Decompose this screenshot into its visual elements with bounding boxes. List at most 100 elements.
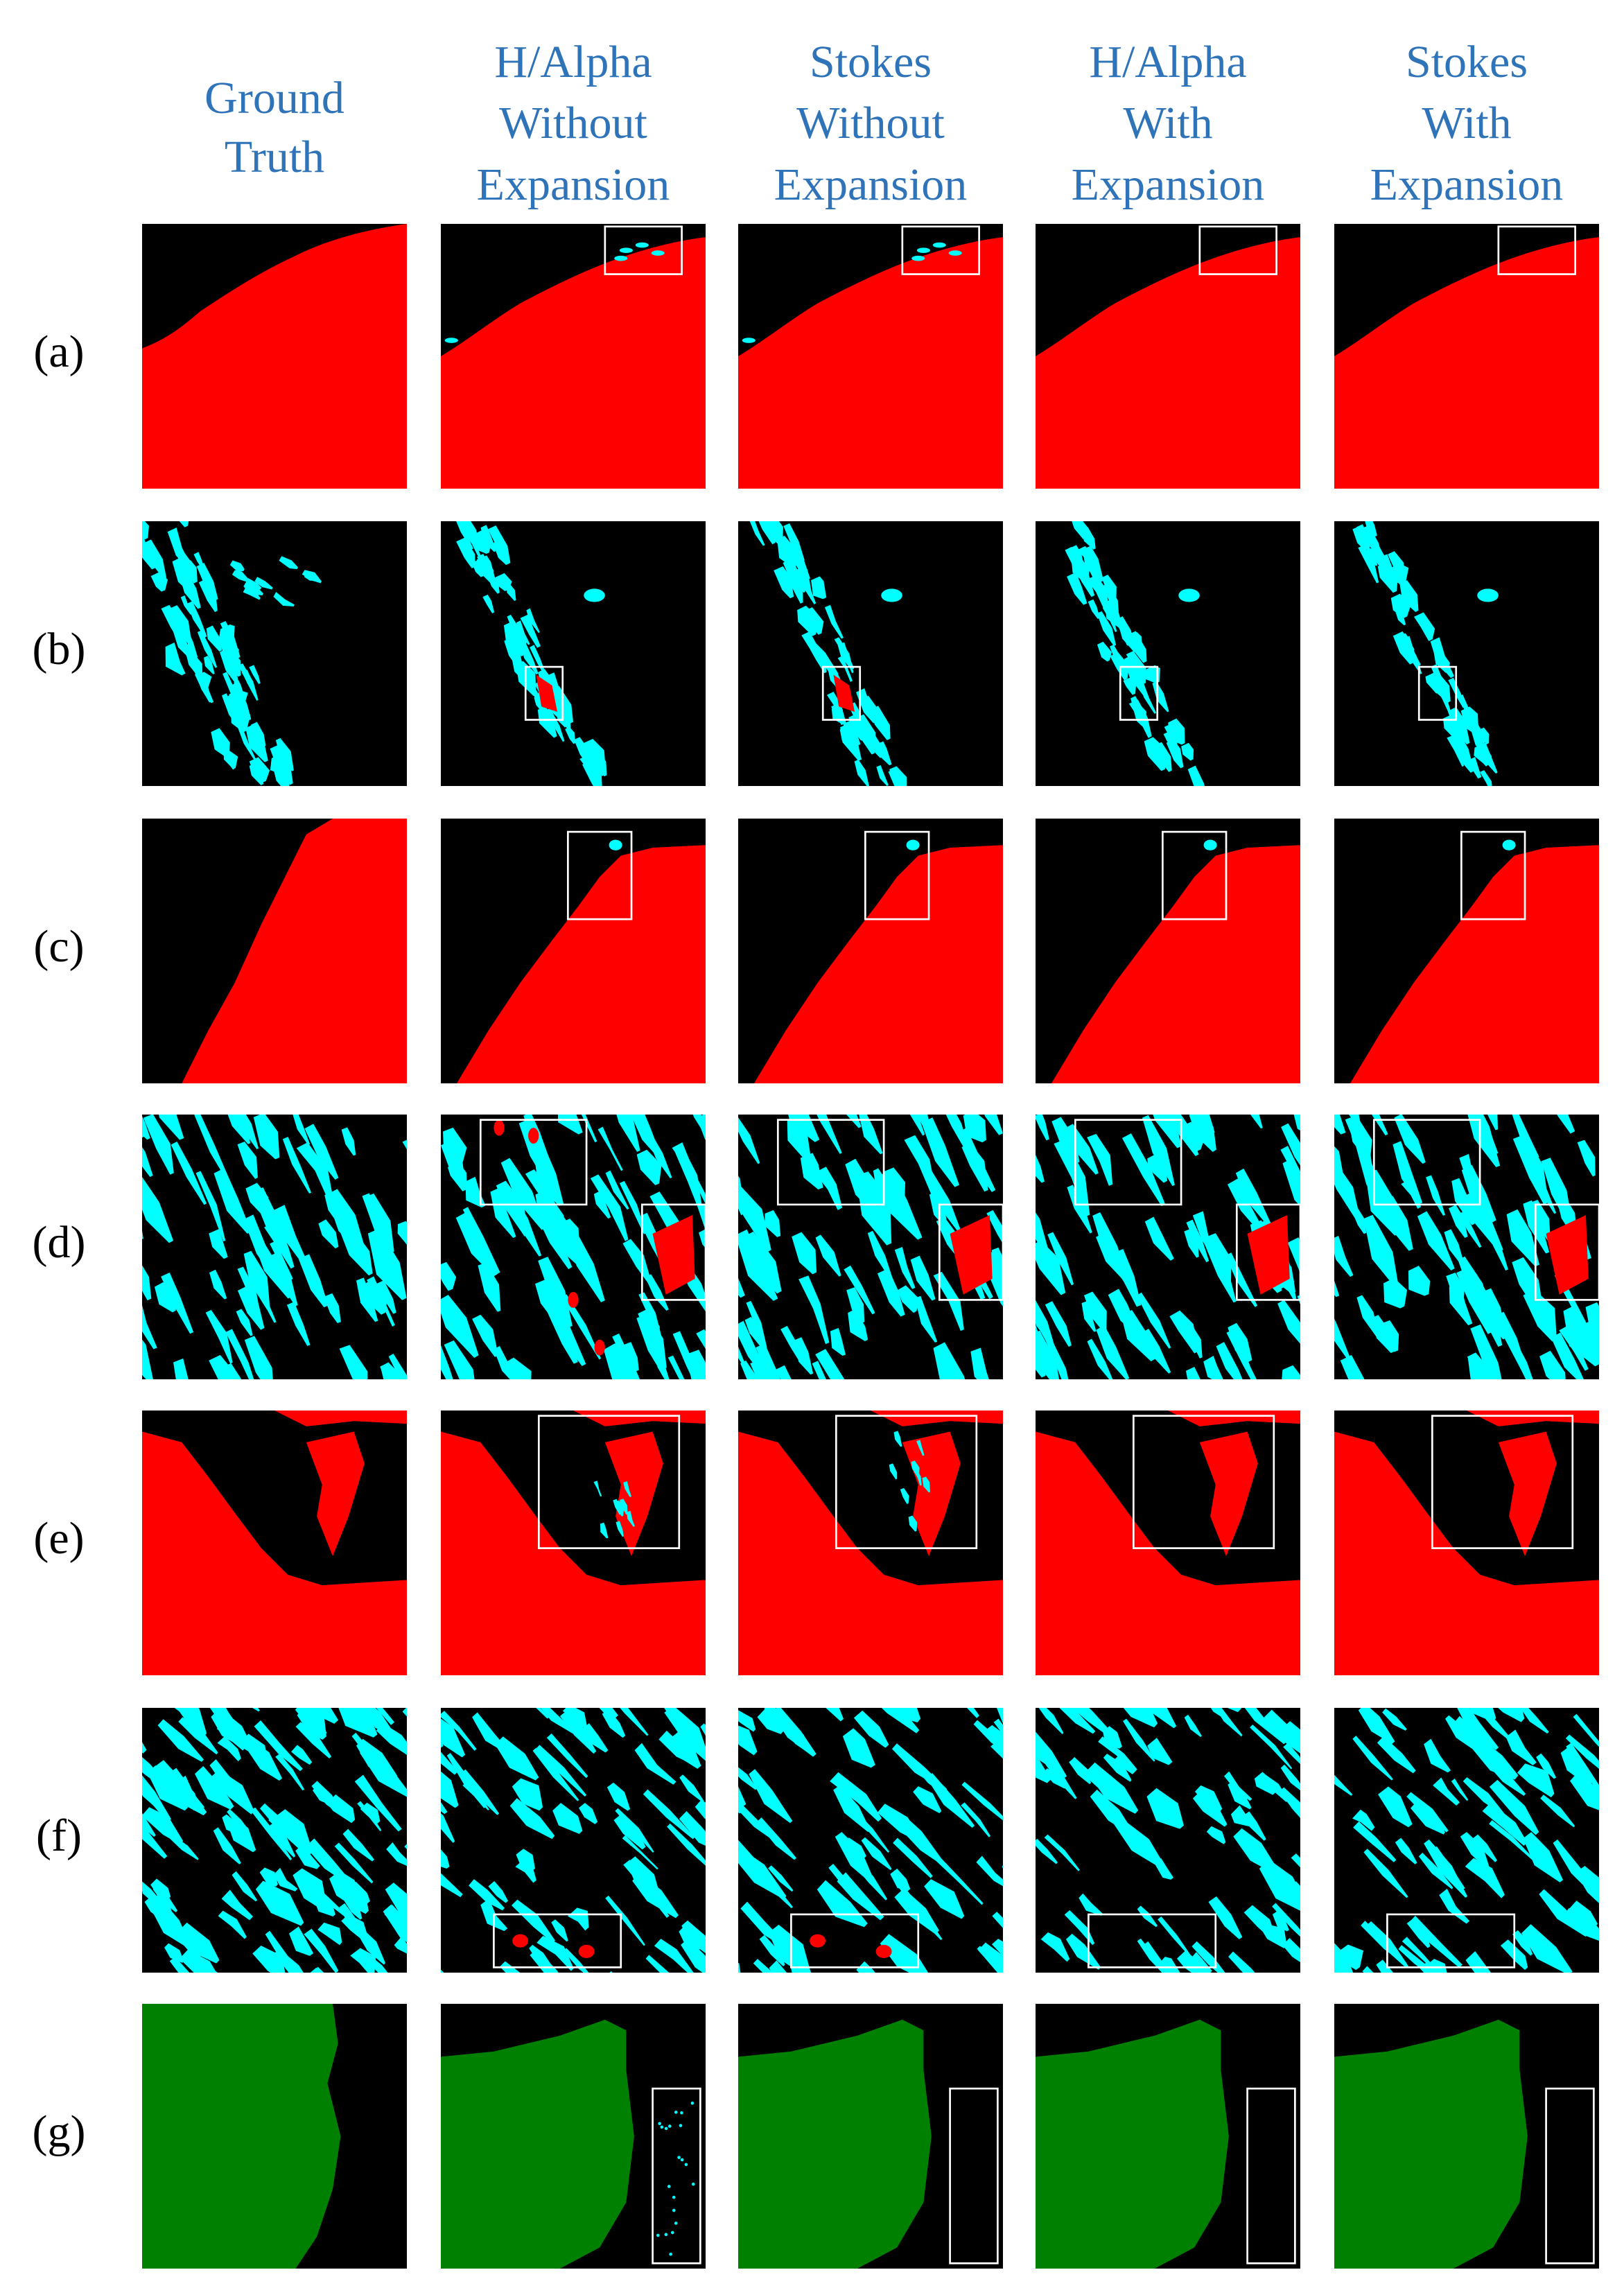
red-region	[1168, 1411, 1300, 1426]
image-panel	[1036, 521, 1300, 786]
cyan-region	[209, 1269, 227, 1300]
cyan-region	[856, 714, 876, 747]
cyan-region	[1383, 1277, 1408, 1309]
cyan-region	[699, 1229, 706, 1248]
cyan-region	[1557, 1115, 1575, 1134]
cyan-region	[603, 1343, 638, 1379]
cyan-region	[619, 1180, 647, 1234]
cyan-region	[1244, 1708, 1287, 1745]
cyan-region	[1434, 675, 1451, 703]
cyan-region	[293, 1115, 311, 1145]
cyan-region	[1201, 1115, 1215, 1135]
cyan-region	[1047, 1232, 1074, 1286]
background	[1036, 1708, 1300, 1973]
cyan-region	[815, 1349, 845, 1379]
cyan-region	[846, 1115, 862, 1128]
cyan-region	[516, 620, 530, 645]
cyan-region	[884, 1167, 906, 1203]
cyan-region	[837, 656, 853, 682]
cyan-region	[890, 1868, 911, 1892]
cyan-region	[1069, 545, 1085, 570]
cyan-region	[1104, 598, 1123, 629]
cyan-region	[1424, 1738, 1451, 1773]
cyan-region	[1467, 1354, 1490, 1379]
cyan-region	[406, 1711, 407, 1712]
cyan-region	[1043, 1768, 1066, 1789]
cyan-region	[282, 1137, 312, 1194]
cyan-region	[1395, 608, 1406, 626]
image-panel	[738, 1115, 1003, 1379]
cyan-region	[1408, 1266, 1431, 1296]
cyan-region	[143, 1115, 174, 1175]
cyan-region	[509, 1798, 555, 1840]
cyan-region	[1401, 1179, 1421, 1209]
cyan-region	[1036, 1735, 1056, 1770]
cyan-region	[1083, 1291, 1107, 1332]
cyan-region	[195, 1766, 234, 1810]
cyan-region	[1569, 1901, 1598, 1928]
cyan-speck	[1203, 839, 1217, 850]
cyan-region	[1337, 1944, 1364, 1971]
cyan-region	[238, 663, 259, 701]
cyan-region	[253, 1115, 280, 1160]
cyan-region	[1358, 1708, 1395, 1744]
cyan-region	[404, 1844, 407, 1849]
cyan-region	[791, 573, 806, 593]
cyan-region	[1206, 1826, 1226, 1844]
cyan-region	[302, 570, 322, 584]
cyan-region	[1470, 1324, 1502, 1379]
highlight-box	[493, 1913, 622, 1968]
red-region	[536, 674, 558, 713]
cyan-region	[472, 1712, 511, 1755]
cyan-region	[397, 1221, 407, 1245]
cyan-region	[1334, 1943, 1354, 1973]
cyan-region	[593, 1191, 611, 1219]
cyan-region	[211, 728, 230, 758]
cyan-region	[804, 607, 824, 635]
cyan-region	[893, 1837, 933, 1878]
highlight-box	[1198, 225, 1277, 275]
cyan-region	[167, 527, 191, 568]
cyan-region	[1523, 1832, 1564, 1883]
cyan-region	[1520, 1708, 1549, 1734]
cyan-region	[1365, 521, 1377, 537]
cyan-region	[1395, 1837, 1417, 1865]
cyan-region	[738, 1725, 758, 1756]
cyan-region	[329, 1870, 364, 1911]
cyan-region	[144, 539, 167, 579]
cyan-region	[441, 1771, 459, 1808]
cyan-region	[1168, 718, 1185, 745]
cyan-region	[859, 1115, 883, 1155]
green-region	[1334, 2019, 1528, 2269]
cyan-region	[1067, 572, 1088, 605]
cyan-region	[1087, 1338, 1113, 1379]
image-panel	[738, 2004, 1003, 2269]
red-region	[1247, 1215, 1290, 1295]
cyan-region	[271, 1252, 298, 1307]
cyan-region	[318, 1219, 339, 1249]
column-header: Stokes	[1406, 37, 1528, 87]
cyan-region	[1146, 1788, 1184, 1829]
cyan-region	[172, 557, 193, 593]
cyan-region	[1377, 1736, 1416, 1774]
cyan-region	[749, 1769, 793, 1824]
cyan-region	[304, 1124, 339, 1180]
cyan-region	[1334, 1235, 1354, 1277]
cyan-region	[798, 1275, 830, 1345]
cyan-region	[268, 1823, 296, 1858]
cyan-region	[339, 1345, 368, 1379]
cyan-region	[976, 1855, 1003, 1887]
cyan-region	[574, 737, 592, 769]
cyan-region	[511, 1899, 556, 1944]
cyan-region	[1564, 1907, 1590, 1931]
cyan-region	[1097, 611, 1117, 647]
cyan-speck	[664, 2127, 668, 2131]
cyan-region	[1426, 1959, 1447, 1973]
cyan-region	[1472, 1834, 1497, 1862]
cyan-region	[279, 556, 298, 570]
cyan-region	[1272, 1903, 1300, 1937]
cyan-region	[326, 1189, 366, 1253]
cyan-region	[1489, 1761, 1526, 1796]
cyan-region	[121, 1313, 140, 1344]
cyan-region	[480, 555, 495, 579]
